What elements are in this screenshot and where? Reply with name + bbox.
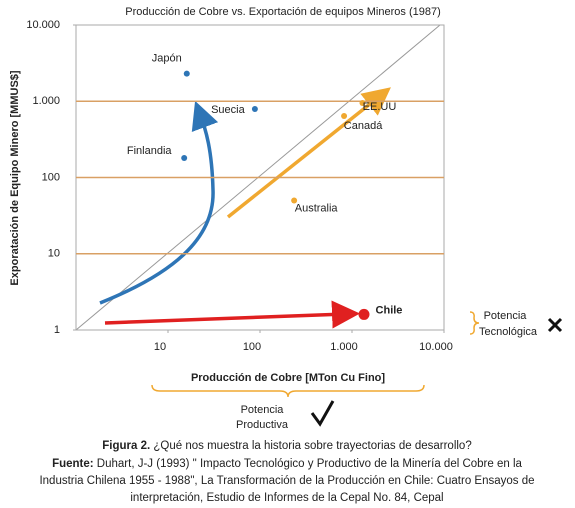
caption-label: Figura 2. bbox=[102, 440, 150, 452]
y-tick-label: 1 bbox=[54, 324, 60, 336]
point-label: Chile bbox=[376, 304, 403, 316]
x-tick-label: 100 bbox=[243, 341, 261, 353]
brace-bottom bbox=[151, 384, 425, 398]
point bbox=[181, 155, 188, 162]
caption: Fuente: Duhart, J-J (1993) " Impacto Tec… bbox=[52, 458, 522, 470]
x-tick-label: 1.000 bbox=[330, 341, 358, 353]
x-axis-label: Producción de Cobre [MTon Cu Fino] bbox=[191, 372, 385, 384]
x-tick-label: 10.000 bbox=[419, 341, 453, 353]
source-text: Duhart, J-J (1993) " Impacto Tecnológico… bbox=[94, 458, 523, 470]
source-text: Industria Chilena 1955 - 1988", La Trans… bbox=[39, 475, 534, 487]
point-label: Japón bbox=[152, 53, 182, 65]
point-label: Canadá bbox=[344, 120, 383, 132]
point-label: Finlandia bbox=[127, 145, 173, 157]
caption-text: ¿Qué nos muestra la historia sobre traye… bbox=[150, 440, 472, 452]
red-trajectory bbox=[104, 300, 360, 329]
annotation: Productiva bbox=[236, 419, 289, 431]
annotation: Tecnológica bbox=[479, 326, 538, 338]
point-label: EE.UU bbox=[363, 101, 397, 113]
source-label: Fuente: bbox=[52, 458, 94, 470]
point-label: Australia bbox=[295, 202, 339, 214]
point bbox=[183, 70, 190, 77]
chart-title: Producción de Cobre vs. Exportación de e… bbox=[125, 6, 441, 18]
y-tick-label: 100 bbox=[42, 171, 60, 183]
point bbox=[291, 197, 298, 204]
point bbox=[358, 308, 370, 320]
blue-trajectory bbox=[99, 100, 219, 305]
caption: Figura 2. ¿Qué nos muestra la historia s… bbox=[102, 440, 471, 452]
point bbox=[359, 99, 366, 106]
point-label: Suecia bbox=[211, 104, 246, 116]
point bbox=[251, 106, 258, 113]
y-tick-label: 10 bbox=[48, 248, 60, 260]
annotation: Potencia bbox=[484, 310, 528, 322]
source-text: interpretación, Estudio de Informes de l… bbox=[130, 492, 443, 504]
check-mark bbox=[310, 400, 335, 427]
y-axis-label: Exporatación de Equipo Minero [MMUS$] bbox=[9, 70, 21, 285]
point bbox=[341, 113, 348, 120]
y-tick-label: 1.000 bbox=[32, 95, 60, 107]
x-tick-label: 10 bbox=[154, 341, 166, 353]
y-tick-label: 10.000 bbox=[26, 19, 60, 31]
annotation: Potencia bbox=[241, 404, 285, 416]
brace-right bbox=[469, 311, 480, 335]
x-mark bbox=[547, 317, 563, 333]
orange-trajectory bbox=[226, 87, 391, 219]
